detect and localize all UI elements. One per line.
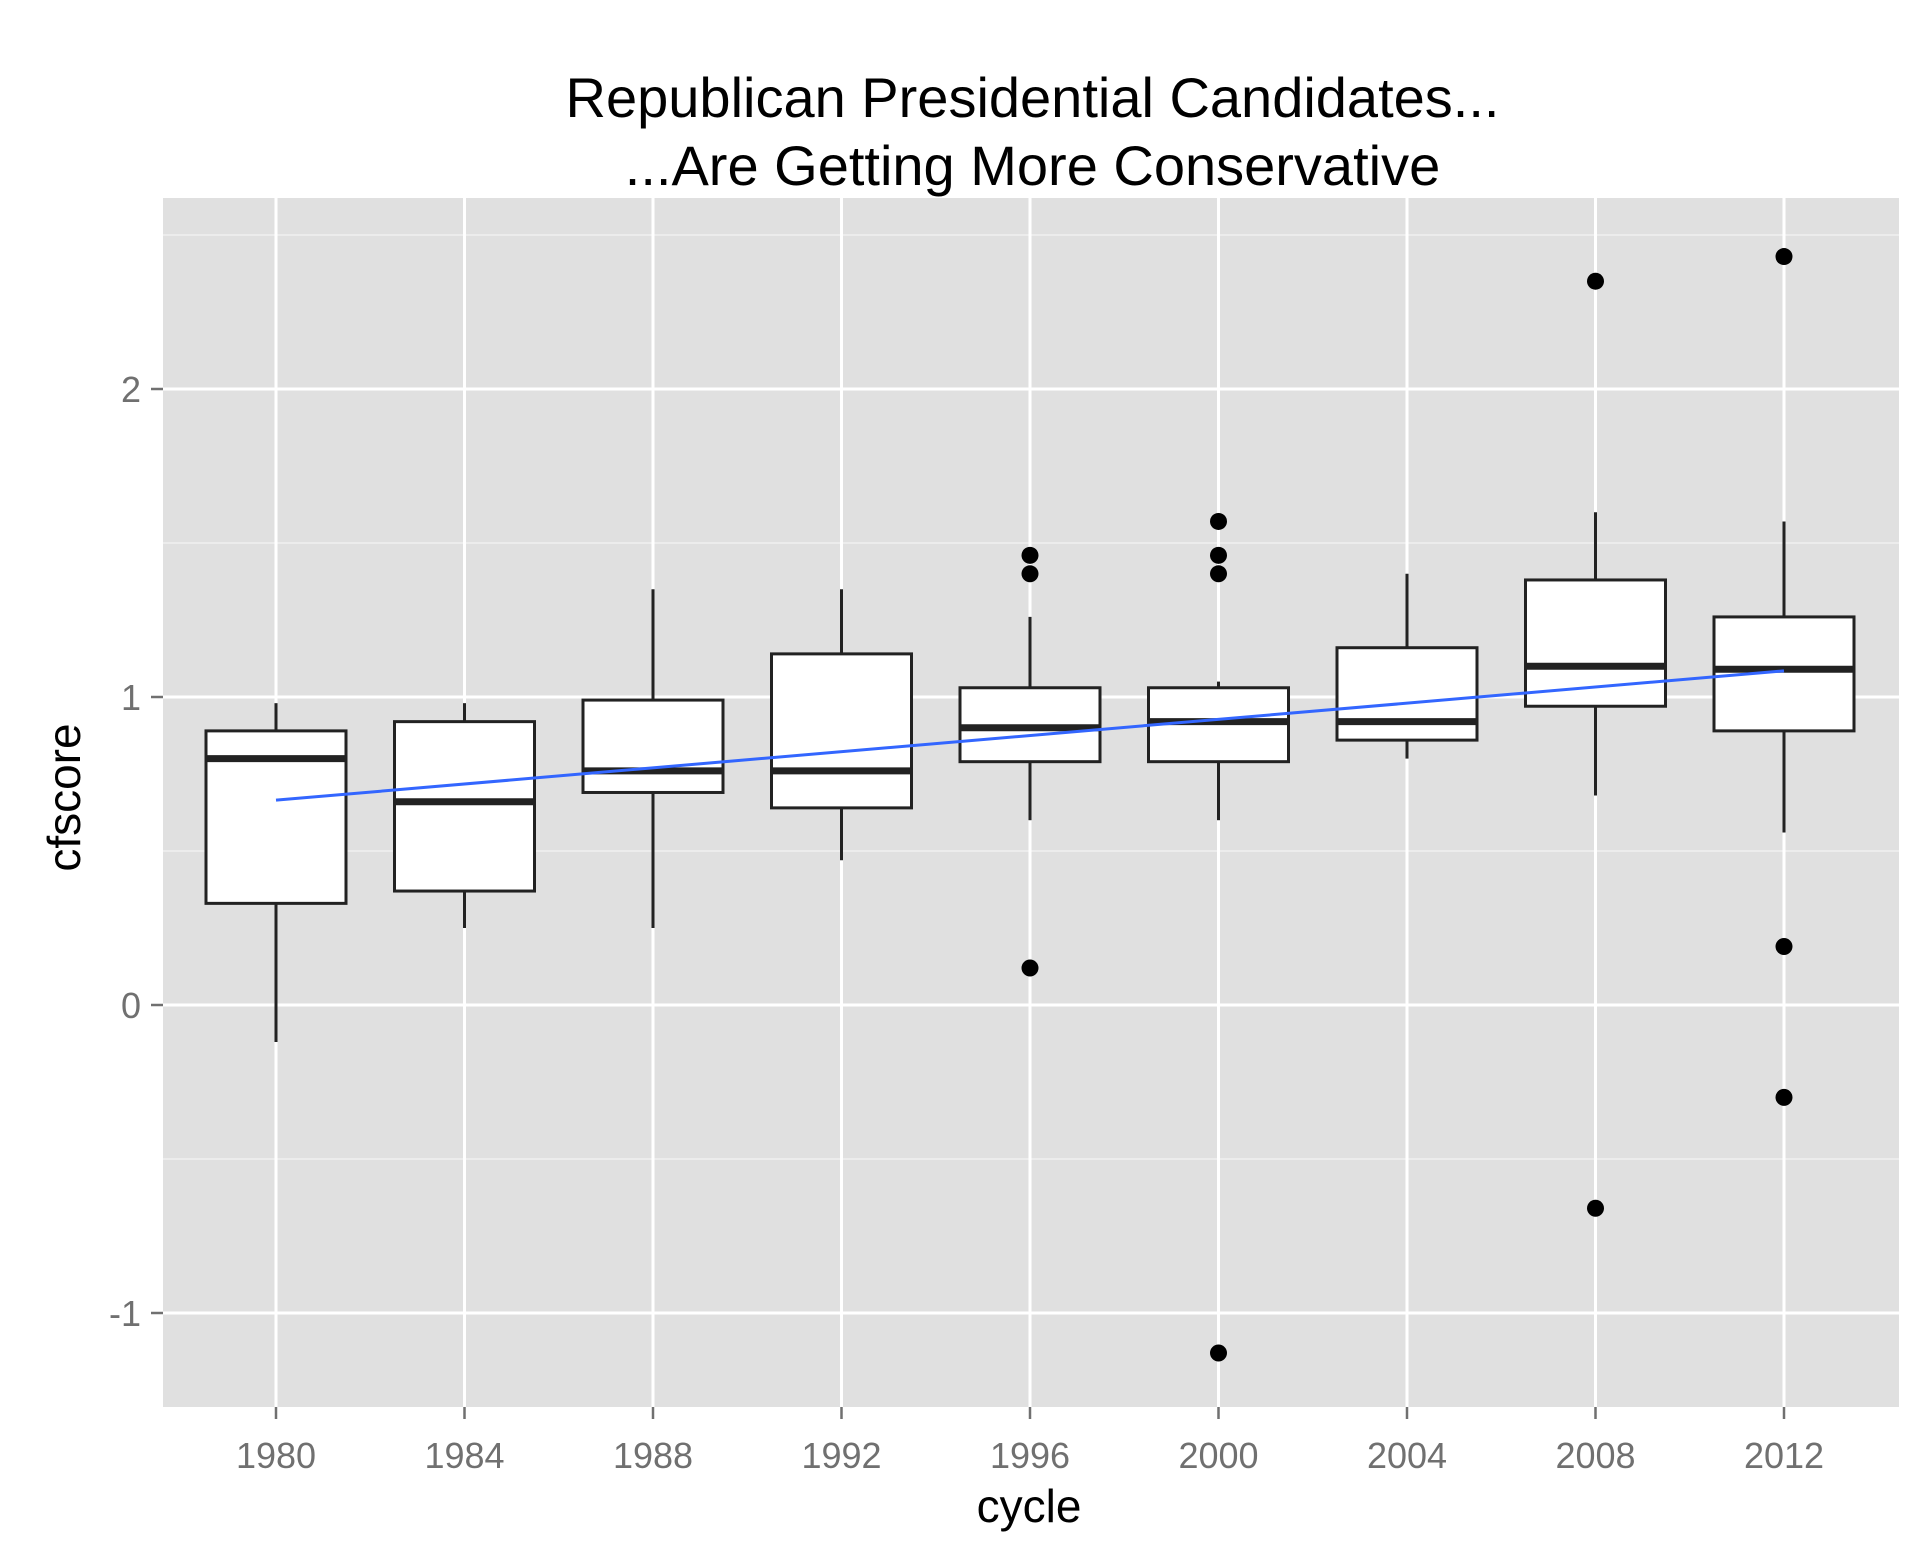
- chart-title-line-1: Republican Presidential Candidates...: [565, 66, 1500, 129]
- x-tick-label: 2012: [1744, 1435, 1824, 1476]
- outlier-point: [1587, 1199, 1604, 1217]
- y-tick-label: 1: [121, 677, 141, 718]
- x-tick-label: 1996: [990, 1435, 1070, 1476]
- trend-line: [275, 669, 1785, 802]
- outlier-point: [1775, 248, 1793, 266]
- outlier-point: [1021, 546, 1039, 564]
- y-tick-label: 2: [121, 369, 141, 410]
- box-1992: [770, 652, 913, 810]
- box-2004: [1335, 646, 1479, 742]
- x-tick-label: 1992: [801, 1435, 881, 1476]
- box-1988: [581, 698, 725, 794]
- outlier-point: [1210, 565, 1227, 583]
- outlier-point: [1210, 546, 1227, 564]
- x-tick-label: 2004: [1367, 1435, 1447, 1476]
- x-tick-label: 1984: [424, 1435, 504, 1476]
- y-tick-label: 0: [121, 985, 141, 1026]
- x-tick-label: 2000: [1178, 1435, 1258, 1476]
- outlier-point: [1210, 512, 1227, 530]
- outlier-point: [1775, 1088, 1793, 1106]
- x-axis-title: cycle: [977, 1480, 1082, 1532]
- x-tick-label: 1988: [613, 1435, 693, 1476]
- outlier-point: [1210, 1344, 1227, 1362]
- x-tick-label: 2008: [1555, 1435, 1635, 1476]
- outlier-point: [1587, 272, 1604, 290]
- chart-title-line-2: ...Are Getting More Conservative: [624, 134, 1441, 197]
- box-2008: [1524, 578, 1667, 708]
- outlier-point: [1775, 937, 1793, 955]
- y-tick-label: -1: [109, 1293, 141, 1334]
- box-1984: [393, 720, 536, 893]
- outlier-point: [1021, 565, 1039, 583]
- outlier-point: [1021, 959, 1039, 977]
- x-tick-label: 1980: [236, 1435, 316, 1476]
- y-axis-title: cfscore: [38, 723, 90, 871]
